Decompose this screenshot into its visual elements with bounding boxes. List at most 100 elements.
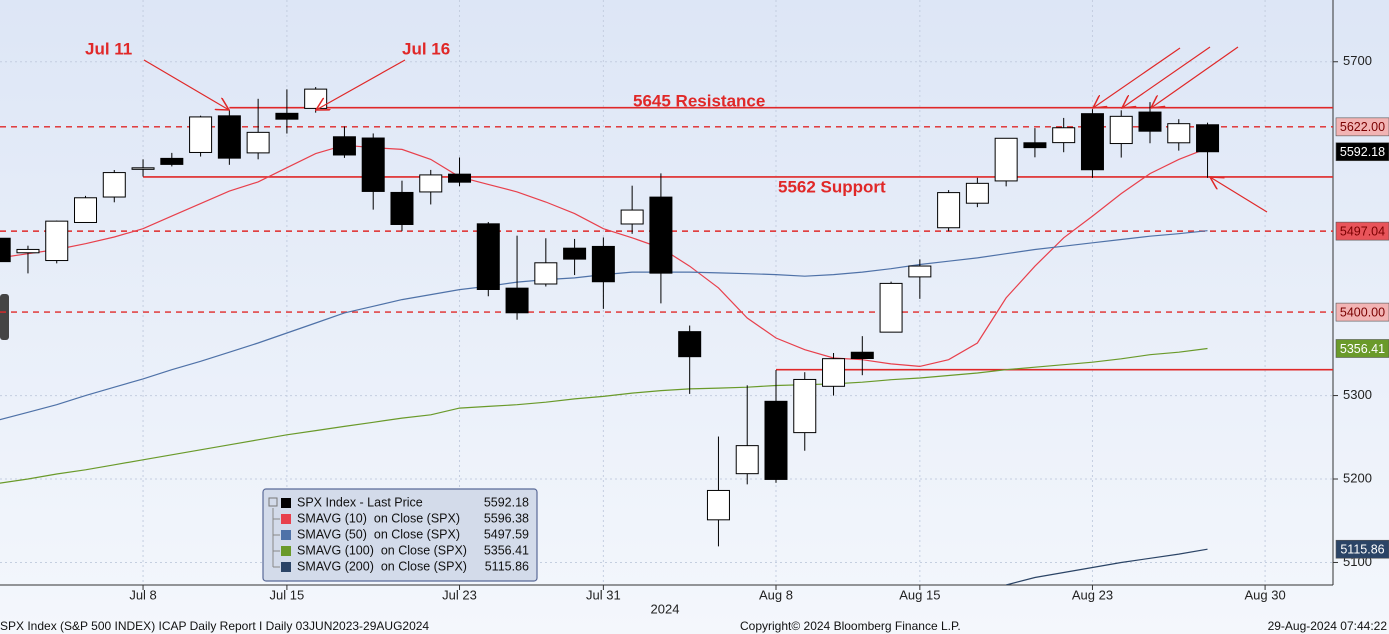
candle-body <box>1080 113 1104 171</box>
candle-body <box>534 262 558 285</box>
value-box <box>1335 339 1389 358</box>
candle-body <box>591 245 615 283</box>
value-box-label: 5622.00 <box>1340 120 1385 134</box>
legend-swatch <box>281 562 291 572</box>
candle-body <box>908 265 932 278</box>
candle-body <box>764 400 788 480</box>
legend-value: 5115.86 <box>485 559 529 573</box>
value-box-label: 5356.41 <box>1340 342 1385 356</box>
candle-body <box>649 196 673 274</box>
candle-body <box>246 131 270 154</box>
candle-body <box>879 282 903 333</box>
candle-body <box>1023 142 1047 149</box>
x-tick-label: Aug 23 <box>1072 587 1113 602</box>
y-tick-label: 5700 <box>1343 53 1372 68</box>
year-label: 2024 <box>651 601 680 616</box>
candle-body <box>620 209 644 225</box>
x-tick-label: Aug 15 <box>899 587 940 602</box>
arrow <box>1122 46 1211 108</box>
candle-body <box>102 172 126 198</box>
legend-label: SMAVG (200) on Close (SPX) <box>297 559 467 573</box>
value-box-label: 5115.86 <box>1340 543 1384 557</box>
x-tick-label: Jul 15 <box>270 587 305 602</box>
arrow <box>316 59 406 110</box>
candle-body <box>1109 115 1133 145</box>
footer: 29-Aug-2024 07:44:22 <box>1268 619 1388 633</box>
value-box-label: 5497.04 <box>1340 224 1385 238</box>
plot-area <box>0 0 1333 585</box>
candle-body <box>390 191 414 225</box>
annotation: Jul 16 <box>402 39 450 58</box>
y-tick-label: 5300 <box>1343 387 1372 402</box>
x-tick-label: Aug 8 <box>759 587 793 602</box>
x-tick-label: Jul 8 <box>129 587 156 602</box>
candle-body <box>45 220 69 262</box>
value-box <box>1335 221 1389 241</box>
arrow <box>143 59 229 110</box>
y-tick-label: 5200 <box>1343 470 1372 485</box>
arrows <box>143 46 1268 213</box>
candle-body <box>678 331 702 358</box>
candle-body <box>937 192 961 229</box>
candle-body <box>361 137 385 192</box>
value-box <box>1335 117 1389 137</box>
legend-swatch <box>281 498 291 508</box>
candle-body <box>822 358 846 387</box>
legend-value: 5592.18 <box>484 495 529 509</box>
candle-body <box>189 116 213 153</box>
ma-line <box>0 347 1208 484</box>
x-tick-label: Jul 31 <box>586 587 621 602</box>
arrow <box>1093 47 1181 108</box>
candle-body <box>217 115 241 159</box>
candle-body <box>476 223 500 290</box>
legend-box <box>262 488 538 582</box>
x-tick-label: Jul 23 <box>442 587 477 602</box>
candle-body <box>74 197 98 223</box>
candle-body <box>0 237 11 263</box>
legend-swatch <box>281 514 291 524</box>
legend: SPX Index - Last Price 5592.18 SMAVG (10) … <box>262 488 538 582</box>
legend-label: SPX Index - Last Price <box>297 495 423 509</box>
legend-value: 5497.59 <box>484 527 529 541</box>
candle-body <box>850 351 874 360</box>
legend-swatch <box>281 546 291 556</box>
annotation: 5645 Resistance <box>633 91 765 110</box>
x-tick-label: Aug 30 <box>1244 587 1285 602</box>
legend-swatch <box>281 530 291 540</box>
collapse-icon[interactable] <box>268 497 278 507</box>
legend-label: SMAVG (100) on Close (SPX) <box>297 543 467 557</box>
annotation: 5562 Support <box>778 177 886 196</box>
footer: Copyright© 2024 Bloomberg Finance L.P. <box>740 619 961 633</box>
candle-body <box>419 174 443 193</box>
value-box-label: 5400.00 <box>1340 305 1385 319</box>
candle-body <box>706 489 730 521</box>
candle-body <box>505 287 529 314</box>
value-box <box>1335 302 1389 322</box>
annotation: Jul 11 <box>85 39 132 58</box>
legend-label: SMAVG (10) on Close (SPX) <box>297 511 460 525</box>
arrow <box>1151 46 1239 108</box>
candle-body <box>131 167 155 170</box>
candle-body <box>160 157 184 165</box>
candle-body <box>735 445 759 475</box>
legend-value: 5356.41 <box>484 543 529 557</box>
candle-body <box>793 378 817 434</box>
legend-label: SMAVG (50) on Close (SPX) <box>297 527 460 541</box>
candle-body <box>965 182 989 204</box>
footer: SPX Index (S&P 500 INDEX) ICAP Daily Rep… <box>0 619 429 633</box>
value-box-label: 5592.18 <box>1340 145 1385 159</box>
candle-body <box>1138 111 1162 132</box>
arrow <box>1210 177 1268 213</box>
legend-value: 5596.38 <box>484 511 529 525</box>
candle-body <box>16 248 40 254</box>
candle-body <box>994 137 1018 182</box>
value-box <box>1335 539 1389 559</box>
ma-line <box>1005 548 1208 585</box>
candle-body <box>1052 127 1076 144</box>
candle-body <box>332 136 356 156</box>
ma-line <box>0 144 1208 368</box>
candle-body <box>563 247 587 260</box>
side-tab[interactable] <box>0 294 9 340</box>
candle-body <box>1167 123 1191 144</box>
